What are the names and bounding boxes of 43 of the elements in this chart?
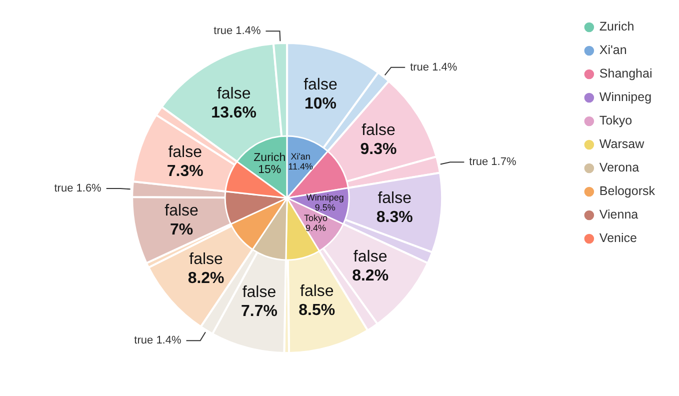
data-label: 9.5%	[314, 202, 336, 213]
slice-label: false	[353, 248, 388, 266]
data-label: 15%	[258, 164, 282, 176]
legend-label: Zurich	[599, 20, 634, 34]
data-label: 11.4%	[288, 161, 313, 172]
slice-label: true 1.6%	[54, 182, 102, 195]
slice-label: false	[304, 76, 338, 94]
legend-label: Venice	[599, 231, 637, 246]
slice-label: false	[168, 144, 202, 161]
slice-label: false	[189, 250, 224, 268]
slice-label: false	[216, 85, 251, 102]
legend-label: Warsaw	[599, 137, 646, 152]
slice-label: true 1.4%	[410, 61, 458, 74]
legend-label: Xi'an	[599, 43, 627, 58]
legend-label: Winnipeg	[599, 90, 652, 104]
legend-label: Tokyo	[599, 114, 632, 128]
legend-label: Belogorsk	[599, 184, 656, 198]
slice-label: Zurich	[254, 152, 286, 164]
slice-label: true 1.4%	[214, 25, 261, 38]
legend-label: Shanghai	[599, 66, 652, 81]
data-label: 7.7%	[241, 302, 278, 320]
data-label: 8.5%	[298, 302, 336, 320]
data-label: 13.6%	[211, 104, 257, 122]
legend-label: Vienna	[599, 208, 638, 222]
slice-label: false	[300, 283, 334, 300]
legend-label: Verona	[599, 160, 640, 175]
data-label: 7.3%	[166, 162, 204, 180]
slice-label: true 1.7%	[469, 156, 516, 168]
slice-label: Winnipeg	[306, 192, 344, 203]
data-label: 8.3%	[376, 208, 413, 226]
slice-label: Xi'an	[290, 151, 310, 162]
slice-label: false	[242, 284, 276, 301]
slice-label: false	[164, 202, 199, 220]
data-label: 10%	[304, 96, 336, 113]
slice-label: false	[378, 190, 412, 207]
data-label: 8.2%	[352, 267, 389, 284]
data-label: 9.3%	[360, 140, 397, 158]
data-label: 9.4%	[306, 223, 326, 234]
data-label: 8.2%	[188, 270, 224, 287]
slice-label: Tokyo	[304, 213, 328, 224]
slice-label: true 1.4%	[134, 334, 182, 347]
data-label: 7%	[170, 221, 194, 238]
slice-label: false	[362, 122, 396, 139]
